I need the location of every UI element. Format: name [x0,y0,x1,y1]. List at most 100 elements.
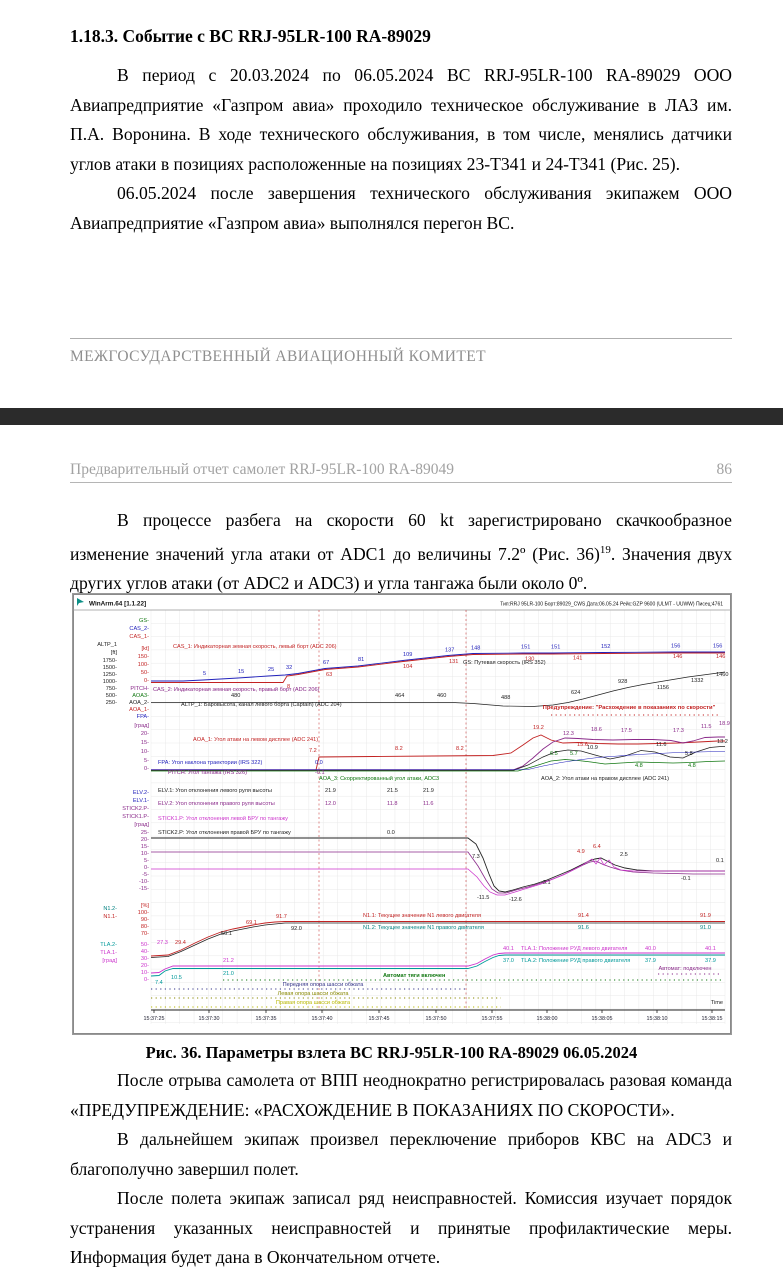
svg-text:151: 151 [551,645,560,651]
svg-text:91.0: 91.0 [700,925,711,931]
svg-text:1332: 1332 [691,678,703,684]
svg-text:500-: 500- [106,693,117,699]
svg-text:32: 32 [286,665,292,671]
svg-text:[%]: [%] [141,903,150,909]
svg-text:250-: 250- [106,700,117,706]
svg-text:1156: 1156 [657,685,669,691]
svg-text:460: 460 [437,693,446,699]
svg-text:18.6: 18.6 [591,727,602,733]
time-tick-label: 15:38:10 [647,1016,668,1022]
winarm-header-info: Тип:RRJ 95LR-100 Борт:89029_CWS Дата:06.… [500,601,723,608]
curve-N1.1 [150,921,725,957]
svg-text:6.4: 6.4 [593,844,601,850]
svg-text:-10-: -10- [139,879,149,885]
paragraph: В период с 20.03.2024 по 06.05.2024 ВС R… [70,65,732,174]
winarm-title: WinArm.64 [1.1.22] [89,601,146,608]
svg-text:15: 15 [238,669,244,675]
svg-text:91.7: 91.7 [276,914,287,920]
svg-text:488: 488 [501,695,510,701]
svg-text:40.1: 40.1 [705,946,716,952]
svg-text:151: 151 [521,645,530,651]
svg-text:0.1: 0.1 [716,858,724,864]
svg-text:5.8: 5.8 [685,751,693,757]
svg-text:PITCH: Угол тангажа (IRS 326): PITCH: Угол тангажа (IRS 326) [168,770,247,776]
time-tick-label: 15:37:40 [312,1016,333,1022]
svg-text:-3.1: -3.1 [541,880,551,886]
svg-text:50-: 50- [141,942,149,948]
time-tick-label: 15:38:15 [702,1016,723,1022]
svg-text:ALTP_1: ALTP_1 [97,642,117,648]
svg-text:40-: 40- [141,949,149,955]
svg-text:-5-: -5- [142,872,149,878]
svg-text:5: 5 [203,671,206,677]
fdr-plot: 15:37:25 15:37:30 15:37:35 15:37:40 15:37:45… [73,594,731,1034]
svg-text:11.6: 11.6 [656,742,666,748]
svg-text:100-: 100- [138,662,149,668]
curve-CAS_1 [151,652,725,683]
svg-text:21.9: 21.9 [423,788,434,794]
svg-text:25-: 25- [141,830,149,836]
svg-text:10.5: 10.5 [171,975,182,981]
page2-body: После отрыва самолета от ВПП неоднократн… [70,1066,732,1273]
svg-text:21.5: 21.5 [387,788,398,794]
svg-text:20-: 20- [141,731,149,737]
svg-text:-11.5: -11.5 [477,895,489,901]
time-tick-label: 15:37:35 [256,1016,277,1022]
svg-text:ELV.2-: ELV.2- [133,790,149,796]
svg-text:Time: Time [711,1000,723,1006]
svg-text:AOA_2-: AOA_2- [129,700,149,706]
svg-text:AOA_1: Угол атаки на левом дис: AOA_1: Угол атаки на левом дисплее (ADC … [193,737,318,743]
svg-text:[град]: [град] [134,723,149,729]
svg-text:624: 624 [571,690,580,696]
svg-text:25: 25 [268,667,274,673]
svg-text:40.0: 40.0 [645,946,656,952]
svg-text:146: 146 [716,654,725,660]
svg-text:N1.2-: N1.2- [103,906,117,912]
svg-text:CAS_2: Индикаторная земная ско: CAS_2: Индикаторная земная скорость, пра… [153,686,320,693]
svg-text:67: 67 [323,660,329,666]
svg-text:PITCH-: PITCH- [130,686,149,692]
svg-text:STICK2.P-: STICK2.P- [122,806,149,812]
svg-text:AOA_2: Угол атаки на правом ди: AOA_2: Угол атаки на правом дисплее (ADC… [541,776,669,782]
svg-text:TLA.2: Положение РУД правого д: TLA.2: Положение РУД правого двигателя [521,958,630,964]
svg-text:37.9: 37.9 [645,958,656,964]
svg-text:146: 146 [673,654,682,660]
paragraph: В дальнейшем экипаж произвел переключени… [70,1129,732,1179]
svg-text:1500-: 1500- [103,665,117,671]
page-number: 86 [716,461,733,478]
svg-text:GS: Путевая скорость (IRS 352): GS: Путевая скорость (IRS 352) [463,660,546,666]
svg-text:GS-: GS- [139,618,149,624]
svg-text:0-: 0- [144,678,149,684]
svg-text:109: 109 [403,652,412,658]
page2-header: Предварительный отчет самолет RRJ-95LR-1… [70,461,732,483]
time-tick-label: 15:37:50 [426,1016,447,1022]
svg-text:20-: 20- [141,837,149,843]
svg-text:100-: 100- [138,910,149,916]
svg-text:15-: 15- [141,844,149,850]
svg-text:TLA.2-: TLA.2- [100,942,117,948]
svg-text:928: 928 [618,679,627,685]
svg-text:0.0: 0.0 [315,760,323,766]
svg-text:10-: 10- [141,749,149,755]
curve-N1.2 [150,922,725,958]
svg-text:90-: 90- [141,917,149,923]
figure-caption: Рис. 36. Параметры взлета ВС RRJ-95LR-10… [145,1043,638,1062]
svg-text:STICK1.P-: STICK1.P- [122,814,149,820]
svg-text:1250-: 1250- [103,672,117,678]
paragraph: 06.05.2024 после завершения технического… [70,183,732,233]
page-separator-bar [0,408,783,425]
svg-text:137: 137 [445,648,454,654]
curve-PITCH [151,736,725,771]
svg-text:STICK1.P: Угол отклонения лево: STICK1.P: Угол отклонения левой БРУ по т… [158,815,288,822]
curve-ELV.1 [151,837,725,893]
svg-text:CAS_2-: CAS_2- [129,626,149,632]
footnote-ref: 19 [599,543,611,556]
svg-text:37.9: 37.9 [705,958,716,964]
svg-text:Передняя опора шасси обжата: Передняя опора шасси обжата [283,982,365,988]
svg-text:0-: 0- [144,977,149,983]
running-header-title: Предварительный отчет самолет RRJ-95LR-1… [70,461,454,478]
svg-text:1460: 1460 [716,672,728,678]
curve-FPA [151,751,725,770]
svg-text:11.6: 11.6 [423,801,433,807]
